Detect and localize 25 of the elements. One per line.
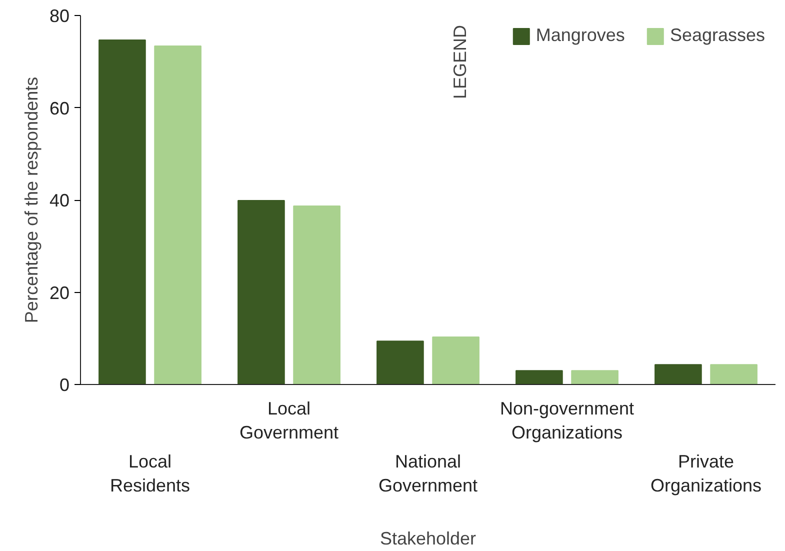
bar (98, 39, 146, 384)
x-tick-label: National Government (378, 452, 478, 496)
legend-title: LEGEND (450, 25, 471, 100)
x-tick-label: Non-government Organizations (500, 398, 634, 442)
bar (654, 364, 702, 384)
bar (571, 370, 618, 384)
y-axis-title: Percentage of the respondents (21, 76, 42, 324)
bar (376, 340, 424, 384)
y-tick-label: 0 (59, 375, 70, 395)
x-axis-title: Stakeholder (380, 528, 476, 548)
legend-label: Mangroves (536, 25, 625, 46)
bar (293, 205, 340, 384)
y-tick-label: 80 (49, 6, 70, 26)
y-tick-label: 20 (49, 282, 70, 303)
legend-label: Seagrasses (670, 25, 765, 46)
bar (516, 370, 563, 384)
x-tick-label: Private Organizations (650, 452, 762, 496)
bar (432, 336, 480, 384)
bar (710, 364, 758, 384)
x-tick-label: Local Government (239, 398, 339, 442)
y-tick-label: 60 (49, 98, 70, 118)
bar (238, 200, 285, 384)
x-tick-label: Local Residents (110, 452, 190, 496)
bar (154, 45, 202, 384)
y-tick-label: 40 (49, 190, 70, 210)
